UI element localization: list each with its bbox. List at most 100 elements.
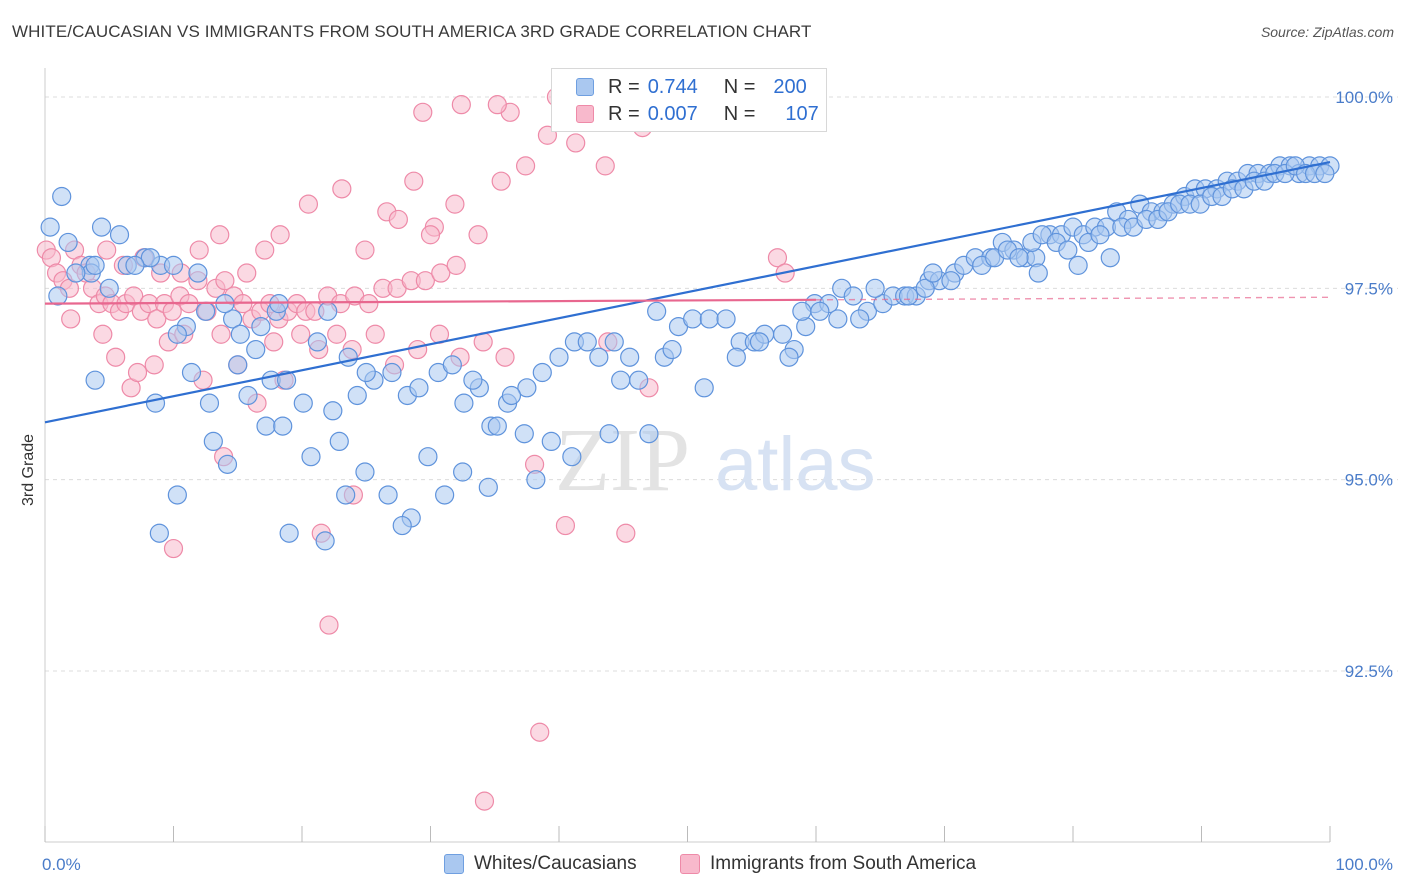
blue-point [620, 347, 640, 367]
blue-point [541, 431, 561, 451]
pink-point [495, 347, 515, 367]
blue-point [694, 378, 714, 398]
blue-point [318, 301, 338, 321]
blue-point [91, 217, 112, 237]
blue-point [246, 339, 266, 360]
pink-point [446, 255, 466, 275]
blue-point [140, 248, 160, 268]
blue-point [203, 431, 223, 451]
blue-point [378, 485, 398, 505]
blue-point [256, 416, 276, 436]
pink-point [61, 309, 81, 329]
pink-point [445, 194, 465, 214]
pink-point [355, 240, 375, 260]
blue-point [228, 355, 248, 375]
blue-point [604, 332, 624, 352]
pink-point [404, 171, 424, 191]
pink-point [237, 263, 257, 283]
pink-point [215, 271, 235, 291]
blue-point [199, 393, 220, 413]
blue-point [301, 447, 321, 467]
pink-point [566, 133, 586, 153]
y-axis-label: 3rd Grade [20, 434, 37, 506]
x-tick-label: 100.0% [1335, 855, 1393, 874]
y-tick-label: 100.0% [1335, 88, 1393, 107]
blue-point [109, 225, 130, 245]
blue-point [338, 347, 358, 367]
pink-point [451, 95, 471, 115]
blue-point [454, 393, 474, 413]
blue-point [779, 347, 799, 367]
pink-point [106, 347, 126, 367]
legend-r-value: 0.007 [647, 102, 698, 125]
blue-point [1100, 248, 1120, 268]
pink-point [616, 523, 636, 543]
blue-point [532, 362, 552, 383]
chart-title: WHITE/CAUCASIAN VS IMMIGRANTS FROM SOUTH… [12, 22, 812, 41]
blue-point [683, 309, 703, 329]
pink-point [408, 339, 428, 360]
blue-point [273, 416, 293, 436]
pink-point [767, 248, 788, 268]
tick-labels: 92.5% 95.0% 97.5% 100.0% 0.0% 100.0% [42, 88, 1393, 874]
blue-point [329, 431, 349, 451]
pink-point [359, 294, 379, 314]
blue-point [562, 447, 582, 467]
pink-point [595, 156, 615, 176]
legend-row-blue: R = 0.744 N = 200 [576, 74, 807, 100]
blue-point [356, 362, 376, 383]
legend-row-pink: R = 0.007 N = 107 [576, 101, 819, 127]
bottom-legend-blue: Whites/Caucasians [444, 850, 637, 878]
blue-trend-line [44, 160, 1331, 424]
blue-point [251, 317, 271, 337]
blue-point [163, 255, 184, 275]
legend-swatch-pink [576, 105, 594, 123]
blue-point [478, 477, 498, 497]
bottom-legend-pink: Immigrants from South America [680, 850, 976, 878]
pink-point [291, 324, 311, 344]
blue-point [463, 370, 483, 390]
bottom-legend-swatch-blue [444, 854, 464, 874]
blue-point [726, 347, 746, 367]
blue-point [58, 232, 78, 253]
pink-point [163, 538, 184, 559]
x-tick-label: 0.0% [42, 855, 81, 874]
blue-point [315, 531, 335, 551]
axes [44, 68, 1331, 843]
blue-point [279, 523, 299, 543]
legend-r-label: R = [608, 75, 640, 98]
blue-point [382, 362, 402, 383]
blue-point [223, 309, 243, 329]
blue-point [810, 301, 830, 321]
bottom-legend-swatch-pink [680, 854, 700, 874]
blue-point [517, 378, 537, 398]
pink-point [491, 171, 511, 191]
pink-point [413, 102, 433, 122]
source-label: Source: ZipAtlas.com [1260, 24, 1394, 40]
blue-point [501, 385, 522, 406]
blue-point [1009, 248, 1029, 268]
blue-point [599, 424, 619, 444]
pink-point [298, 194, 319, 214]
pink-point [255, 240, 275, 260]
blue-point [66, 263, 86, 283]
blue-point [526, 470, 546, 490]
pink-point [468, 225, 488, 245]
blue-point [1028, 263, 1048, 283]
blue-point [52, 186, 72, 207]
blue-point [188, 263, 208, 283]
blue-point [453, 462, 473, 482]
blue-point [392, 515, 412, 536]
blue-point [577, 332, 597, 352]
pink-point [270, 225, 290, 245]
legend-n-value: 200 [773, 75, 807, 98]
blue-point [230, 324, 250, 344]
blue-point [48, 286, 68, 306]
pink-point [93, 324, 113, 344]
blue-point [355, 462, 375, 482]
blue-point [828, 309, 848, 329]
y-tick-label: 92.5% [1345, 662, 1393, 681]
pink-point [515, 156, 536, 176]
bottom-legend-label-blue: Whites/Caucasians [474, 853, 637, 874]
blue-point [662, 339, 682, 360]
